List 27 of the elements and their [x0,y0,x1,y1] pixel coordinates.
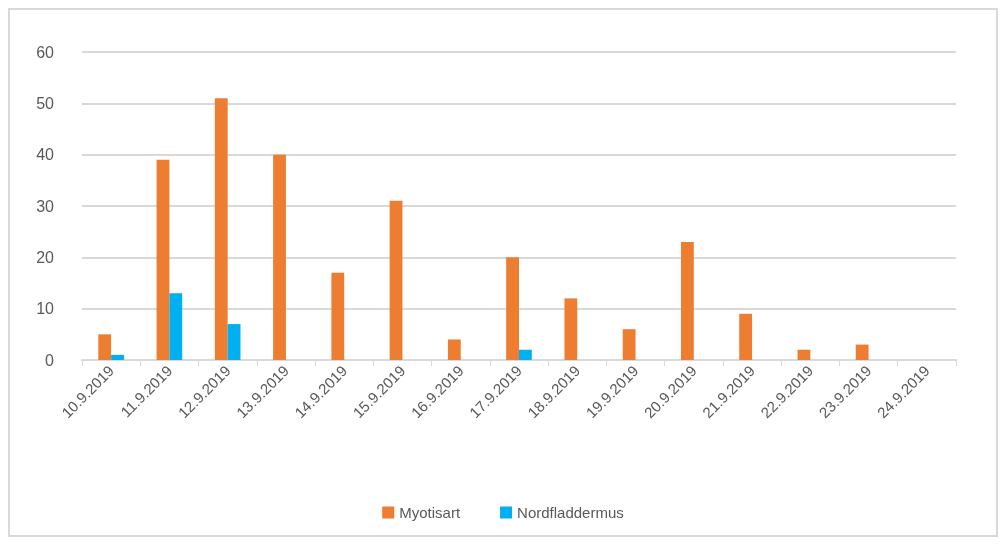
bar [447,339,461,360]
y-tick-label: 40 [36,146,55,164]
bar [331,272,345,360]
bar [855,344,869,360]
legend-label: Myotisart [399,504,461,521]
y-tick-label: 30 [36,197,55,215]
bar [519,349,532,360]
y-tick-label: 0 [45,351,55,369]
bar [622,329,636,360]
bar [680,241,694,360]
bar [156,159,170,360]
y-tick-label: 60 [36,43,55,61]
legend-label: Nordfladdermus [517,504,624,521]
y-tick-label: 50 [36,94,55,112]
bar [98,334,112,360]
bar [506,257,519,360]
y-tick-label: 20 [36,248,55,266]
bar [227,324,241,360]
y-tick-label: 10 [36,300,55,318]
bar [169,293,183,360]
bar [273,154,286,360]
bar [214,98,228,360]
bar [797,349,811,360]
bar [111,354,124,360]
bar [739,313,753,360]
bar [389,200,403,360]
bar [564,298,578,360]
